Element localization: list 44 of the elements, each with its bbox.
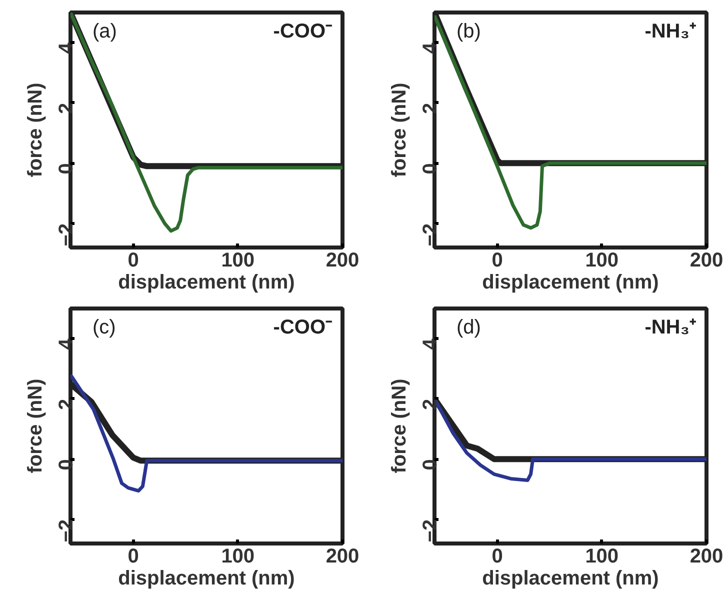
y-tick-label: 2 [56,102,78,114]
y-tick-label: −2 [56,223,78,246]
x-tick-label: 100 [585,250,619,272]
annotation: (b) [456,20,481,42]
annotation: -COO⁻ [273,20,332,42]
x-tick-label: 200 [326,250,360,272]
y-axis-title: force (nN) [388,378,410,474]
y-axis-title: force (nN) [388,82,410,178]
y-tick-label: 4 [56,42,78,54]
annotation: (d) [456,316,481,338]
annotation: -COO⁻ [273,316,332,338]
y-tick-label: −2 [420,519,442,542]
y-axis-title: force (nN) [24,378,46,474]
x-tick-label: 200 [326,546,360,568]
x-axis-title: displacement (nm) [118,568,295,590]
x-axis-title: displacement (nm) [118,272,295,294]
y-tick-label: 0 [56,163,78,174]
y-tick-label: 2 [56,398,78,410]
x-tick-label: 0 [492,546,503,568]
x-tick-label: 0 [492,250,503,272]
annotation: (c) [92,316,116,338]
y-tick-label: 0 [420,459,442,470]
y-tick-label: 2 [420,398,442,410]
annotation: -NH₃⁺ [644,20,696,42]
y-tick-label: 0 [420,163,442,174]
x-tick-label: 100 [221,250,255,272]
x-tick-label: 100 [221,546,255,568]
y-tick-label: 4 [56,338,78,350]
y-tick-label: 4 [420,338,442,350]
x-tick-label: 0 [128,546,139,568]
annotation: -NH₃⁺ [644,316,696,338]
y-tick-label: 2 [420,102,442,114]
x-tick-label: 100 [585,546,619,568]
y-tick-label: 0 [56,459,78,470]
y-tick-label: −2 [56,519,78,542]
x-tick-label: 200 [690,546,724,568]
x-tick-label: 200 [690,250,724,272]
y-tick-label: −2 [420,223,442,246]
y-axis-title: force (nN) [24,82,46,178]
x-axis-title: displacement (nm) [482,272,659,294]
x-tick-label: 0 [128,250,139,272]
annotation: (a) [92,20,117,42]
y-tick-label: 4 [420,42,442,54]
x-axis-title: displacement (nm) [482,568,659,590]
